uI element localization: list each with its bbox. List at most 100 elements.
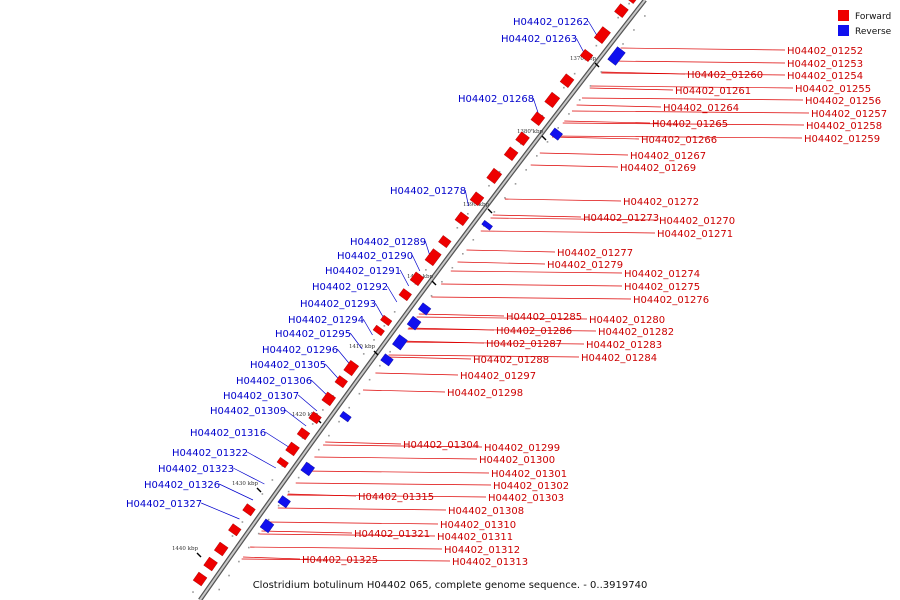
tick-dot (261, 493, 264, 495)
tick-dot (573, 72, 576, 75)
forward-leader-line (243, 556, 301, 560)
tick-dot (622, 43, 624, 45)
forward-gene-label: H04402_01321 (354, 529, 430, 540)
tick-dot (383, 325, 386, 327)
forward-gene (628, 0, 637, 4)
kbp-label: 1420 kbp (292, 412, 319, 418)
reverse-leader-line (233, 467, 265, 485)
tick-dot (451, 266, 454, 269)
forward-gene (296, 427, 311, 441)
forward-gene-label: H04402_01265 (652, 119, 728, 130)
forward-gene-label: H04402_01297 (460, 371, 536, 382)
tick-dot (287, 490, 290, 493)
tick-dot (467, 212, 469, 215)
legend-forward-label: Forward (855, 12, 891, 22)
reverse-leader-line (247, 451, 277, 469)
reverse-gene-label: H04402_01290 (337, 251, 413, 262)
forward-gene-label: H04402_01288 (473, 355, 549, 366)
reverse-leader-line (349, 332, 363, 350)
forward-leader-line (241, 558, 451, 562)
reverse-gene-label: H04402_01268 (458, 94, 534, 105)
tick-dot (247, 546, 250, 549)
tick-dot (192, 591, 194, 593)
forward-gene-label: H04402_01274 (624, 269, 700, 280)
reverse-gene-label: H04402_01322 (172, 448, 248, 459)
tick-dot (297, 476, 300, 479)
tick-dot (267, 518, 270, 521)
forward-gene-label: H04402_01300 (479, 455, 555, 466)
tick-dot (393, 311, 396, 313)
kbp-label: 1380 kbp (517, 129, 544, 135)
forward-gene-label: H04402_01254 (787, 71, 863, 82)
reverse-leader-line (386, 285, 398, 303)
reverse-gene (277, 495, 291, 509)
forward-gene (213, 541, 229, 557)
forward-gene-label: H04402_01275 (624, 282, 700, 293)
forward-gene (285, 441, 300, 457)
reverse-gene-label: H04402_01326 (144, 480, 220, 491)
tick-dot (373, 339, 375, 341)
tick-dot (441, 280, 443, 283)
tick-dot (218, 588, 221, 591)
forward-gene (503, 146, 519, 162)
forward-leader-line (492, 214, 582, 218)
tick-dot (277, 504, 280, 507)
kbp-label: 1390 kbp (463, 202, 490, 208)
forward-leader-line (418, 313, 505, 317)
forward-leader-line (581, 97, 804, 101)
legend-forward-swatch (838, 10, 849, 21)
forward-leader-line (571, 110, 810, 114)
forward-gene (398, 288, 412, 302)
backbone-layer (192, 0, 647, 600)
reverse-gene-label: H04402_01294 (288, 315, 364, 326)
forward-leader-line (431, 296, 632, 300)
forward-gene (544, 91, 561, 109)
reverse-leader-line (411, 254, 421, 272)
reverse-gene-label: H04402_01263 (501, 34, 577, 45)
reverse-gene-label: H04402_01292 (312, 282, 388, 293)
forward-leader-line (287, 494, 487, 498)
forward-gene-label: H04402_01259 (804, 134, 880, 145)
tick-dot (488, 184, 490, 187)
tick-dot (568, 113, 570, 115)
forward-gene-label: H04402_01270 (659, 216, 735, 227)
forward-gene (334, 375, 348, 389)
forward-gene-label: H04402_01325 (302, 555, 378, 566)
forward-leader-line (466, 249, 556, 253)
reverse-gene-label: H04402_01305 (250, 360, 326, 371)
reverse-leader-line (336, 348, 351, 366)
forward-gene (203, 556, 218, 572)
forward-leader-line (504, 198, 622, 202)
forward-gene-label: H04402_01283 (586, 340, 662, 351)
forward-gene (515, 131, 530, 147)
reverse-gene-label: H04402_01295 (275, 329, 351, 340)
forward-leader-line (362, 389, 446, 393)
forward-gene (276, 456, 289, 469)
forward-gene (321, 391, 336, 407)
reverse-gene (406, 315, 422, 331)
kbp-tick (256, 487, 262, 493)
forward-leader-line (375, 372, 459, 376)
reverse-leader-line (324, 363, 340, 381)
forward-leader-line (530, 164, 619, 168)
forward-leader-line (259, 533, 436, 537)
reverse-leader-line (310, 379, 329, 397)
tick-dot (628, 2, 630, 5)
forward-leader-line (589, 87, 674, 91)
tick-dot (462, 252, 464, 255)
forward-gene-label: H04402_01284 (581, 353, 657, 364)
forward-gene (380, 314, 393, 327)
tick-dot (578, 99, 581, 101)
reverse-gene-label: H04402_01262 (513, 17, 589, 28)
forward-gene (424, 248, 442, 267)
tick-dot (425, 269, 427, 271)
forward-gene-label: H04402_01267 (630, 151, 706, 162)
gene-layer (192, 0, 637, 587)
forward-gene-label: H04402_01253 (787, 59, 863, 70)
forward-leader-line (552, 136, 640, 140)
tick-dot (498, 170, 501, 173)
reverse-leader-line (265, 431, 291, 449)
tick-dot (241, 521, 244, 523)
tick-dot (525, 169, 527, 171)
